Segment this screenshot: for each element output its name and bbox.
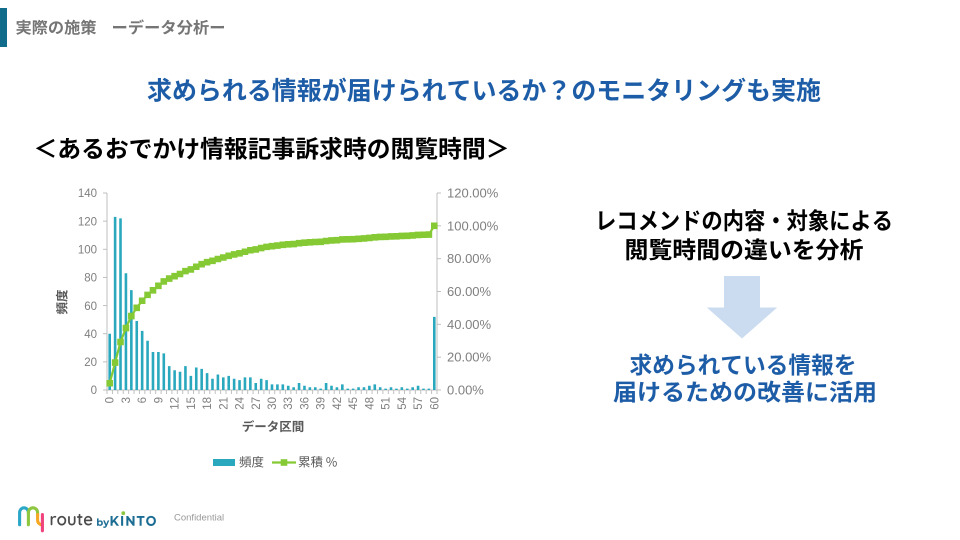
svg-text:20: 20 bbox=[84, 357, 97, 369]
svg-text:80: 80 bbox=[84, 273, 97, 285]
svg-text:51: 51 bbox=[381, 397, 393, 410]
svg-text:60: 60 bbox=[84, 301, 97, 313]
svg-text:9: 9 bbox=[153, 397, 165, 403]
svg-text:80.00%: 80.00% bbox=[447, 251, 492, 266]
svg-text:120: 120 bbox=[78, 216, 97, 228]
svg-text:0: 0 bbox=[91, 385, 97, 397]
svg-text:3: 3 bbox=[121, 397, 133, 403]
svg-text:27: 27 bbox=[251, 397, 263, 410]
svg-text:100.00%: 100.00% bbox=[447, 218, 499, 233]
svg-text:Confidential: Confidential bbox=[174, 513, 224, 524]
svg-text:6: 6 bbox=[137, 397, 149, 403]
svg-text:100: 100 bbox=[78, 245, 97, 257]
svg-text:54: 54 bbox=[397, 396, 409, 409]
svg-text:39: 39 bbox=[316, 397, 328, 410]
svg-text:33: 33 bbox=[283, 397, 295, 410]
svg-text:0.00%: 0.00% bbox=[447, 383, 484, 398]
svg-text:60.00%: 60.00% bbox=[447, 284, 492, 299]
svg-text:15: 15 bbox=[186, 397, 198, 410]
svg-text:18: 18 bbox=[202, 397, 214, 410]
svg-text:40: 40 bbox=[84, 329, 97, 341]
svg-text:30: 30 bbox=[267, 397, 279, 410]
svg-text:0: 0 bbox=[105, 397, 117, 403]
svg-text:24: 24 bbox=[235, 396, 247, 409]
svg-text:42: 42 bbox=[332, 397, 344, 410]
svg-text:57: 57 bbox=[413, 397, 425, 410]
svg-text:140: 140 bbox=[78, 188, 97, 200]
svg-text:12: 12 bbox=[170, 397, 182, 410]
svg-text:45: 45 bbox=[348, 397, 360, 410]
svg-text:20.00%: 20.00% bbox=[447, 350, 492, 365]
svg-text:60: 60 bbox=[429, 397, 441, 410]
svg-text:21: 21 bbox=[218, 397, 230, 410]
svg-text:48: 48 bbox=[364, 397, 376, 410]
svg-text:120.00%: 120.00% bbox=[447, 186, 499, 201]
svg-text:36: 36 bbox=[300, 397, 312, 410]
svg-text:40.00%: 40.00% bbox=[447, 317, 492, 332]
